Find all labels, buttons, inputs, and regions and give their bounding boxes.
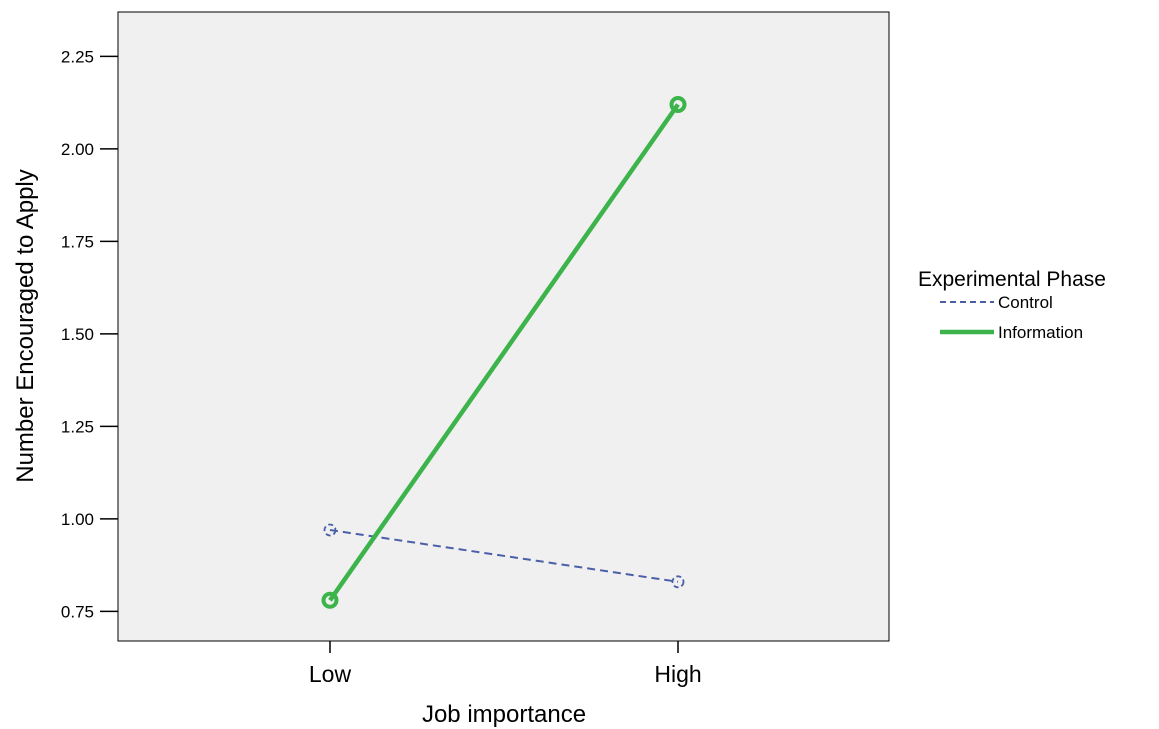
series-point-information [321, 591, 339, 609]
series-layer [321, 96, 687, 609]
legend-label-control: Control [998, 293, 1053, 312]
x-tick-label: High [654, 661, 701, 687]
legend: Experimental Phase Control Information [918, 268, 1106, 342]
y-tick-label: 2.25 [61, 47, 94, 66]
plot-area [117, 11, 890, 642]
x-tick-label: Low [309, 661, 352, 687]
legend-items: Control Information [940, 293, 1083, 342]
y-tick-label: 1.75 [61, 232, 94, 251]
series-line-control [329, 529, 679, 583]
y-axis-title: Number Encouraged to Apply [12, 169, 39, 483]
y-tick-label: 0.75 [61, 602, 94, 621]
legend-title: Experimental Phase [918, 268, 1106, 291]
series-line-information [328, 103, 680, 602]
x-axis-title: Job importance [422, 701, 586, 728]
y-tick-label: 1.00 [61, 510, 94, 529]
x-axis: Low High [309, 641, 702, 687]
y-tick-label: 1.50 [61, 325, 94, 344]
series-point-control [671, 575, 685, 589]
y-tick-label: 1.25 [61, 417, 94, 436]
legend-label-information: Information [998, 323, 1083, 342]
series-point-information [669, 96, 687, 113]
y-axis: 0.75 1.00 1.25 1.50 1.75 2.00 2.25 [61, 47, 118, 621]
series-point-control [323, 523, 337, 537]
y-tick-label: 2.00 [61, 140, 94, 159]
